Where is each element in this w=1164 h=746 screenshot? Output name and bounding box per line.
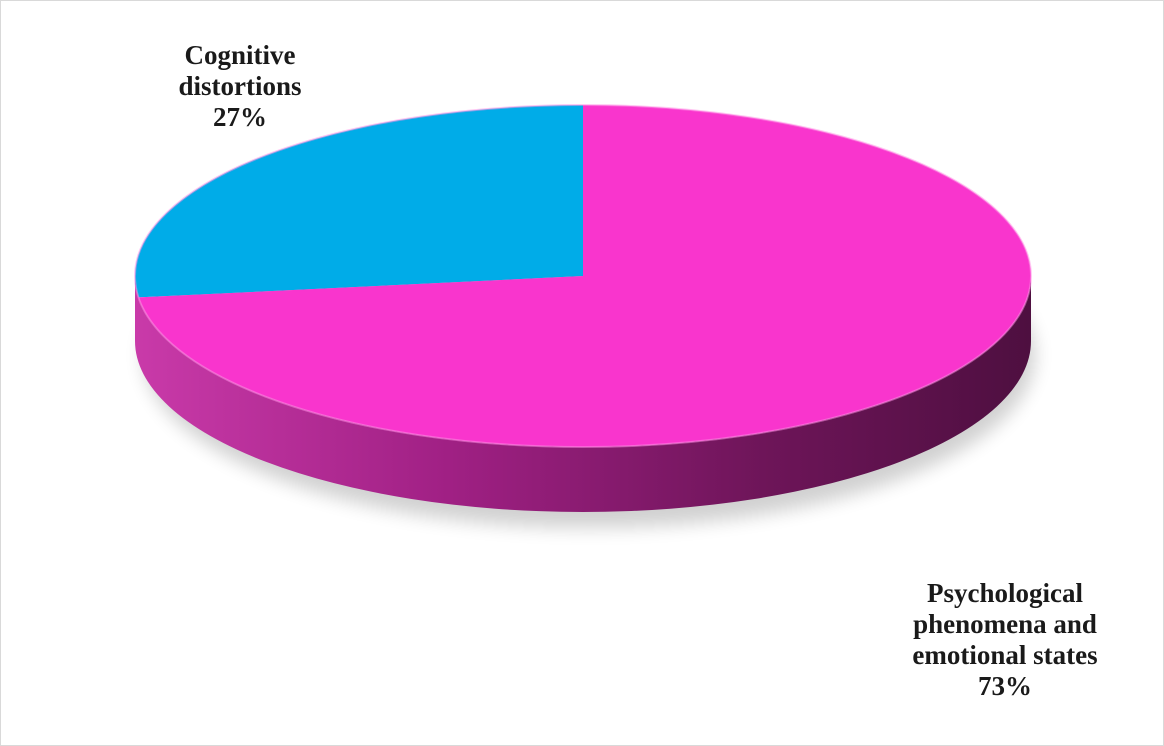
pie-side-wall	[135, 276, 1031, 512]
slice-percent-label: 27%	[213, 102, 267, 132]
pie-slice-0	[134, 104, 583, 298]
slice-label-line: Cognitive	[184, 40, 296, 70]
slice-label-line: Psychological	[927, 578, 1083, 608]
pie-rim	[134, 104, 1032, 448]
slice-label-line: distortions	[178, 71, 302, 101]
pie-slice-1	[138, 105, 1032, 448]
slice-label-cognitive-distortions: Cognitive distortions 27%	[110, 40, 370, 133]
slice-label-line: emotional states	[912, 640, 1098, 670]
slice-label-line: phenomena and	[913, 609, 1097, 639]
slice-percent-label: 73%	[978, 671, 1032, 701]
slice-label-psychological-phenomena: Psychological phenomena and emotional st…	[880, 578, 1130, 702]
